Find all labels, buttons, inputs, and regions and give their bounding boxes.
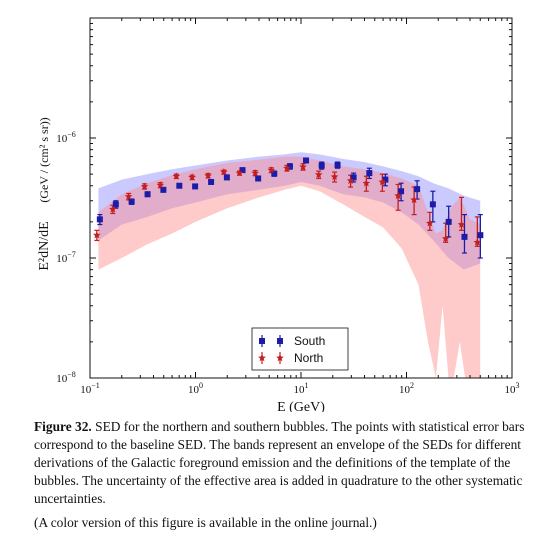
tick-labels: 10−1 100 101 102 103 10−8 10−7 10−6	[56, 130, 519, 396]
y-axis-label-unit: (GeV / (cm² s sr))	[37, 117, 51, 202]
marker-star-north	[283, 164, 291, 172]
x-tick-label: 101	[294, 381, 309, 396]
marker-star-north	[188, 173, 196, 181]
x-tick-label: 102	[399, 381, 414, 396]
legend-label-south: South	[294, 334, 325, 348]
marker-square-south	[271, 170, 278, 177]
marker-square-south	[192, 183, 199, 190]
marker-square-south	[398, 188, 405, 195]
marker-star-north	[235, 169, 244, 177]
marker-square-south	[223, 174, 230, 181]
marker-square-south	[112, 201, 119, 208]
marker-square-south	[176, 182, 183, 189]
y-axis-label-main: E²dN/dE	[37, 221, 52, 270]
legend-marker-north	[276, 354, 284, 362]
figure-caption: Figure 32. SED for the northern and sout…	[34, 418, 528, 508]
caption-label: Figure 32.	[34, 419, 92, 434]
marker-star-north	[473, 238, 482, 246]
marker-star-north	[93, 231, 101, 239]
marker-star-north	[426, 219, 434, 227]
marker-star-north	[172, 172, 181, 180]
marker-square-south	[445, 218, 452, 225]
y-tick-label: 10−8	[56, 370, 76, 385]
marker-star-north	[362, 179, 371, 187]
marker-square-south	[144, 191, 151, 198]
marker-square-south	[429, 201, 436, 208]
data-markers	[93, 157, 484, 246]
marker-square-south	[208, 178, 215, 185]
marker-square-south	[477, 232, 484, 239]
marker-star-north	[441, 234, 450, 242]
marker-star-north	[124, 192, 133, 200]
marker-star-north	[457, 220, 466, 228]
marker-star-north	[204, 171, 212, 179]
marker-star-north	[394, 191, 402, 199]
axis-ticks	[89, 18, 513, 379]
marker-square-south	[461, 233, 468, 240]
marker-star-north	[299, 162, 307, 171]
marker-star-north	[314, 170, 323, 178]
marker-square-south	[414, 186, 421, 193]
marker-star-north	[330, 172, 339, 180]
legend-marker-south	[277, 338, 283, 344]
band-north	[98, 156, 481, 378]
x-tick-label: 100	[188, 381, 203, 396]
marker-square-south	[96, 216, 103, 223]
marker-square-south	[160, 186, 167, 193]
marker-star-north	[267, 166, 276, 174]
marker-square-south	[255, 175, 262, 182]
marker-star-north	[156, 181, 165, 189]
legend-label-north: North	[294, 351, 323, 365]
marker-square-south	[286, 163, 293, 170]
marker-star-north	[410, 195, 418, 204]
marker-star-north	[109, 205, 117, 213]
legend-marker-south	[259, 338, 265, 344]
sed-figure: 10−1 100 101 102 103 10−8 10−7 10−6 E (GeV) E²d…	[37, 17, 520, 415]
marker-square-south	[334, 162, 341, 169]
x-tick-label: 10−1	[80, 381, 100, 396]
marker-star-north	[140, 182, 149, 190]
marker-star-north	[251, 169, 259, 177]
legend: South North	[251, 327, 349, 371]
y-tick-label: 10−6	[56, 130, 76, 145]
legend-marker-north	[258, 354, 266, 362]
marker-square-south	[239, 167, 246, 174]
y-tick-label: 10−7	[56, 250, 76, 265]
y-axis-label: E²dN/dE (GeV / (cm² s sr))	[37, 117, 52, 270]
marker-square-south	[303, 157, 310, 164]
marker-square-south	[318, 162, 325, 169]
marker-star-north	[346, 176, 355, 184]
caption-text: SED for the northern and southern bubble…	[34, 419, 525, 507]
x-tick-label: 103	[505, 381, 520, 396]
marker-square-south	[128, 198, 135, 205]
sed-chart: 10−1 100 101 102 103 10−8 10−7 10−6 E (GeV) E²d…	[37, 17, 520, 415]
marker-star-north	[378, 178, 387, 186]
marker-square-south	[366, 170, 373, 177]
marker-square-south	[382, 176, 389, 183]
caption-note: (A color version of this figure is avail…	[34, 515, 377, 530]
marker-star-north	[220, 168, 228, 176]
marker-square-south	[350, 174, 357, 181]
legend-box	[251, 327, 349, 371]
x-axis-label: E (GeV)	[277, 400, 325, 412]
